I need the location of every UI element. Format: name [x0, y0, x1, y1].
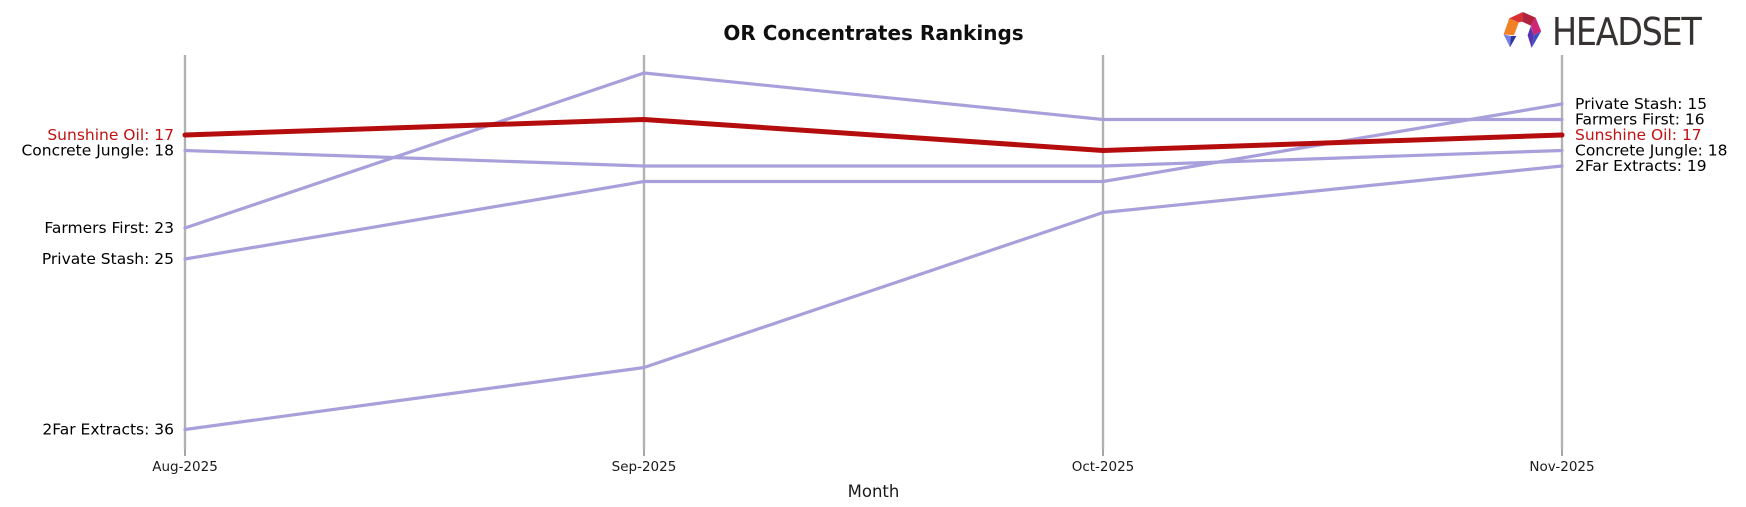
chart-title: OR Concentrates Rankings	[723, 21, 1024, 45]
left-series-label: Private Stash: 25	[42, 250, 174, 268]
series-line-concrete-jungle	[183, 148, 1564, 168]
month-tick-label: Nov-2025	[1529, 459, 1594, 475]
headset-logo-icon	[1503, 12, 1542, 48]
right-series-label: 2Far Extracts: 19	[1575, 157, 1707, 175]
left-series-label: Farmers First: 23	[44, 219, 174, 237]
month-tick-label: Oct-2025	[1072, 459, 1135, 475]
series-line-sunshine-oil	[182, 117, 1565, 153]
left-series-label: 2Far Extracts: 36	[42, 421, 174, 439]
right-series-label: Private Stash: 15	[1575, 95, 1707, 113]
series-line-farmers-first	[183, 71, 1564, 230]
month-tick-label: Sep-2025	[612, 459, 677, 475]
headset-logo-wordmark: HEADSET	[1552, 10, 1702, 54]
x-axis-label: Month	[847, 482, 900, 501]
month-tick-label: Aug-2025	[152, 459, 218, 475]
right-series-label: Farmers First: 16	[1575, 111, 1705, 129]
left-series-label: Concrete Jungle: 18	[21, 142, 174, 160]
right-series-label: Concrete Jungle: 18	[1575, 142, 1728, 160]
right-series-label: Sunshine Oil: 17	[1575, 126, 1702, 144]
left-series-label: Sunshine Oil: 17	[47, 126, 174, 144]
headset-logo: HEADSET	[1498, 8, 1721, 56]
series-line-2far-extracts	[183, 164, 1564, 432]
